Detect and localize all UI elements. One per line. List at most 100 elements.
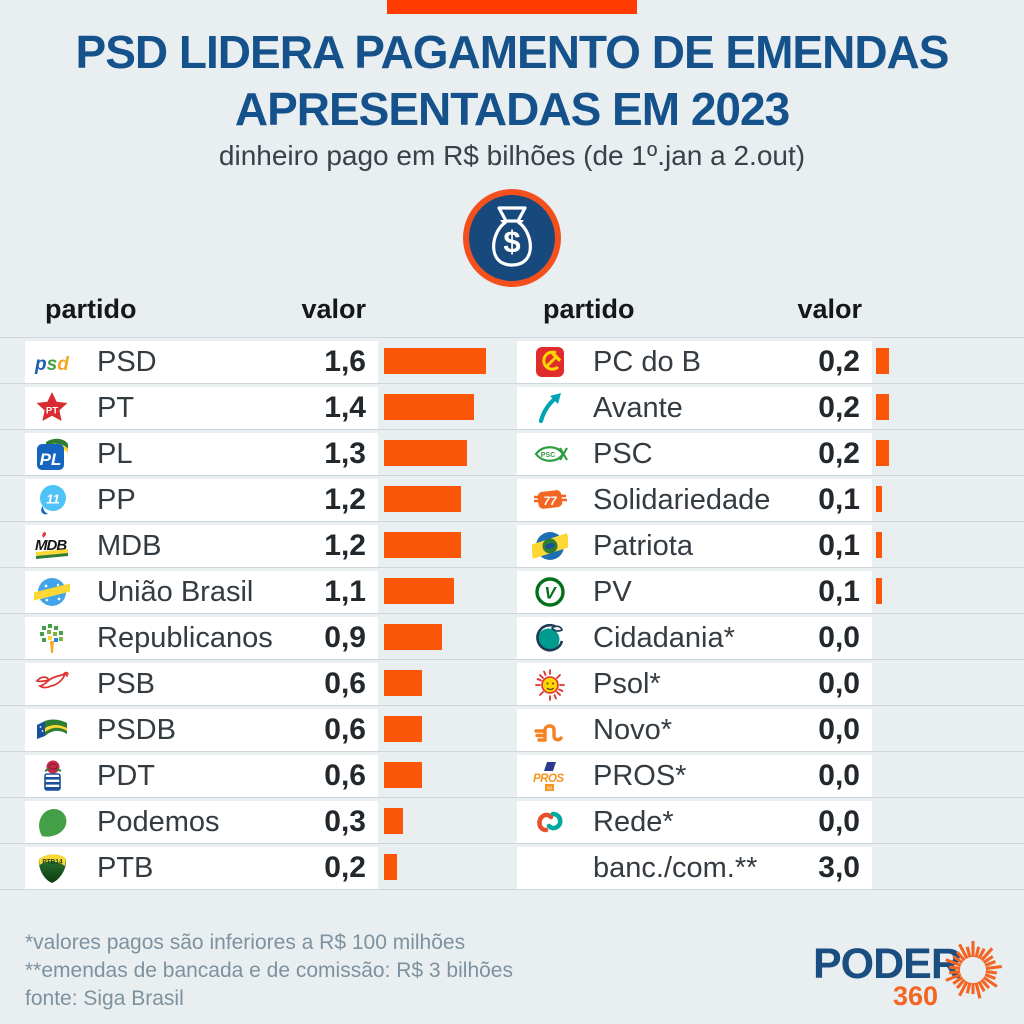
party-name: PL — [97, 438, 133, 470]
svg-text:PROS: PROS — [533, 773, 564, 785]
value-bar — [384, 854, 397, 880]
value-bar — [876, 440, 889, 466]
party-name: Solidariedade — [593, 484, 771, 516]
pdt-logo-icon — [34, 758, 70, 794]
republicanos-logo-icon — [34, 620, 70, 656]
svg-text:11: 11 — [46, 492, 60, 507]
psb-logo-icon — [34, 666, 70, 702]
party-value: 0,6 — [324, 667, 366, 700]
column-header-party-right: partido — [543, 294, 635, 324]
svg-text:77: 77 — [543, 494, 558, 508]
party-cell: psd PSD 1,6 — [25, 341, 378, 383]
value-bar — [876, 348, 889, 374]
value-bar — [876, 394, 889, 420]
party-name: PDT — [97, 760, 155, 792]
party-name: PV — [593, 576, 632, 608]
psc-logo-icon: PSC — [532, 436, 568, 472]
ptb-logo-icon: PTB14 — [34, 850, 70, 886]
psol-logo-icon — [532, 666, 568, 702]
table-row: PL PL 1,3 PSC PSC 0,2 — [0, 429, 1024, 475]
svg-text:PT: PT — [46, 406, 58, 417]
party-value: 0,0 — [818, 713, 860, 746]
party-value: 3,0 — [818, 851, 860, 884]
party-name: Cidadania* — [593, 622, 735, 654]
table-row: PSDB 0,6 Novo* 0,0 — [0, 705, 1024, 751]
value-bar — [384, 440, 467, 466]
poder-logo-text: PODER — [813, 940, 962, 988]
party-cell: Rede* 0,0 — [517, 801, 872, 843]
party-name: Patriota — [593, 530, 693, 562]
table-row: PTB14 PTB 0,2 banc./com.** 3,0 — [0, 843, 1024, 889]
party-name: Psol* — [593, 668, 661, 700]
party-value: 1,2 — [324, 483, 366, 516]
title-line-1: PSD LIDERA PAGAMENTO DE EMENDAS — [75, 26, 950, 78]
party-cell: Psol* 0,0 — [517, 663, 872, 705]
footnote-2: **emendas de bancada e de comissão: R$ 3… — [25, 959, 513, 982]
party-cell: 11 PP 1,2 — [25, 479, 378, 521]
party-value: 0,0 — [818, 621, 860, 654]
party-value: 0,0 — [818, 667, 860, 700]
party-name: PP — [97, 484, 136, 516]
party-name: Rede* — [593, 806, 674, 838]
value-bar — [384, 578, 454, 604]
table-row: Republicanos 0,9 Cidadania* 0,0 — [0, 613, 1024, 659]
party-value: 1,1 — [324, 575, 366, 608]
party-cell: banc./com.** 3,0 — [517, 847, 872, 889]
party-cell: PL PL 1,3 — [25, 433, 378, 475]
svg-text:PL: PL — [40, 450, 62, 469]
party-cell: PROS 90 PROS* 0,0 — [517, 755, 872, 797]
column-header-party-left: partido — [45, 294, 137, 324]
party-cell: MDB MDB 1,2 — [25, 525, 378, 567]
table-row: Podemos 0,3 Rede* 0,0 — [0, 797, 1024, 843]
party-value: 0,2 — [818, 345, 860, 378]
pl-logo-icon: PL — [34, 436, 70, 472]
table-row: PT PT 1,4 Avante 0,2 — [0, 383, 1024, 429]
party-name: PSD — [97, 346, 157, 378]
party-cell: Republicanos 0,9 — [25, 617, 378, 659]
value-bar — [876, 578, 882, 604]
pt-logo-icon: PT — [34, 390, 70, 426]
table-row: 11 PP 1,2 77 Solidariedade 0,1 — [0, 475, 1024, 521]
poder360-logo: PODER 360 — [813, 938, 1013, 1011]
footnote-3: fonte: Siga Brasil — [25, 987, 184, 1010]
pv-logo-icon: V — [532, 574, 568, 610]
party-cell: 77 Solidariedade 0,1 — [517, 479, 872, 521]
party-value: 0,2 — [818, 391, 860, 424]
party-value: 0,0 — [818, 805, 860, 838]
pcdob-logo-icon — [532, 344, 568, 380]
value-bar — [384, 348, 486, 374]
table-row: União Brasil 1,1 V PV 0,1 — [0, 567, 1024, 613]
svg-text:MDB: MDB — [35, 537, 67, 554]
footnotes: *valores pagos são inferiores a R$ 100 m… — [25, 929, 513, 1013]
party-cell: PSC PSC 0,2 — [517, 433, 872, 475]
table-row: psd PSD 1,6 PC do B 0,2 — [0, 337, 1024, 383]
pros-logo-icon: PROS 90 — [532, 758, 568, 794]
table-row: PDT 0,6 PROS 90 PROS* 0,0 — [0, 751, 1024, 797]
party-name: Republicanos — [97, 622, 273, 654]
party-cell: União Brasil 1,1 — [25, 571, 378, 613]
party-name: MDB — [97, 530, 162, 562]
party-value: 0,0 — [818, 759, 860, 792]
party-name: Novo* — [593, 714, 672, 746]
value-bar — [384, 716, 422, 742]
svg-text:PSC: PSC — [541, 452, 555, 459]
psd-logo-icon: psd — [34, 344, 70, 380]
value-bar — [384, 532, 461, 558]
page-title: PSD LIDERA PAGAMENTO DE EMENDAS APRESENT… — [0, 24, 1024, 138]
value-bar — [384, 762, 422, 788]
party-cell: Podemos 0,3 — [25, 801, 378, 843]
column-header-value-right: valor — [797, 294, 862, 324]
party-name: Avante — [593, 392, 683, 424]
value-bar — [384, 624, 442, 650]
table-row: PSB 0,6 Psol* 0,0 — [0, 659, 1024, 705]
party-cell: PDT 0,6 — [25, 755, 378, 797]
patriota-logo-icon — [528, 528, 572, 564]
party-cell: V PV 0,1 — [517, 571, 872, 613]
pp-logo-icon: 11 — [34, 482, 70, 518]
psdb-logo-icon — [34, 712, 70, 748]
party-name: Podemos — [97, 806, 220, 838]
page-subtitle: dinheiro pago em R$ bilhões (de 1º.jan a… — [218, 140, 806, 171]
solidariedade-logo-icon: 77 — [532, 482, 568, 518]
podemos-logo-icon — [34, 804, 70, 840]
party-value: 0,1 — [818, 575, 860, 608]
